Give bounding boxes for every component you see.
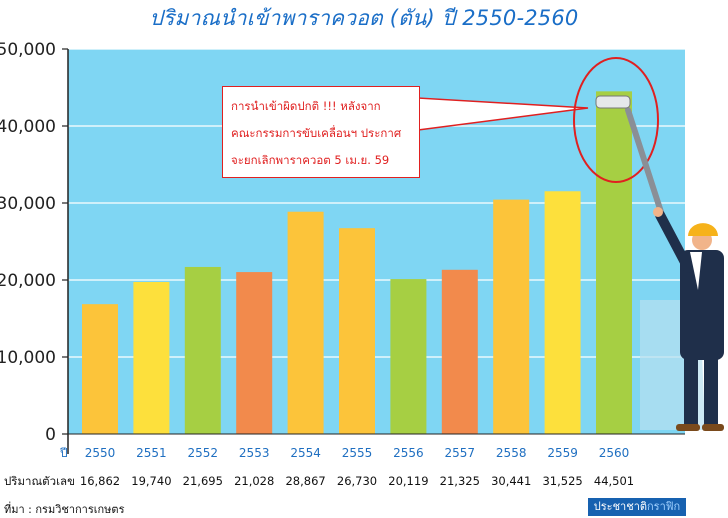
bar xyxy=(493,199,530,434)
y-tick-label: 30,000 xyxy=(0,194,56,214)
x-tick-label: 2560 xyxy=(599,446,630,460)
logo-bold: ประชาชาติ xyxy=(593,500,648,513)
y-tick-label: 40,000 xyxy=(0,117,56,137)
value-label: 19,740 xyxy=(131,474,171,488)
bar xyxy=(441,269,478,434)
painter-arm xyxy=(655,210,693,273)
x-axis: 2550 2551 2552 2553 2554 2555 2556 2557 2558 2559… xyxy=(59,446,629,460)
chart-title: ปริมาณนำเข้าพาราควอต (ตัน) ปี 2550-2560 xyxy=(149,6,579,30)
annotation-line: คณะกรรมการขับเคลื่อนฯ ประกาศ xyxy=(231,126,402,140)
paint-roller-icon xyxy=(595,95,631,109)
bar xyxy=(596,91,632,435)
bar xyxy=(236,272,273,434)
x-tick-label: 2550 xyxy=(85,446,116,460)
value-label: 28,867 xyxy=(285,474,325,488)
logo-thin: กราฟิก xyxy=(647,500,681,513)
gridlines xyxy=(68,48,685,358)
bar xyxy=(339,228,375,434)
x-tick-label: 2556 xyxy=(393,446,424,460)
painter-shoe xyxy=(676,424,700,431)
bar xyxy=(544,191,581,434)
annotation-line: การนำเข้าผิดปกติ !!! หลังจาก xyxy=(231,99,381,113)
y-axis: 0 10,000 20,000 30,000 40,000 50,000 xyxy=(0,40,685,454)
value-label: 21,028 xyxy=(234,474,274,488)
y-tick-label: 50,000 xyxy=(0,40,56,60)
y-tick-label: 10,000 xyxy=(0,348,56,368)
painter-leg xyxy=(704,358,718,426)
value-label: 44,501 xyxy=(594,474,634,488)
bar xyxy=(133,282,170,434)
painter-body xyxy=(680,250,724,360)
bar xyxy=(82,304,118,434)
y-tick-label: 20,000 xyxy=(0,271,56,291)
value-label: 20,119 xyxy=(388,474,428,488)
value-label: 31,525 xyxy=(542,474,582,488)
x-tick-label: 2552 xyxy=(188,446,219,460)
value-row-label: ปริมาณตัวเลข xyxy=(4,474,75,488)
value-label: 26,730 xyxy=(337,474,377,488)
bar xyxy=(184,266,221,434)
value-label: 30,441 xyxy=(491,474,531,488)
x-tick-label: 2558 xyxy=(496,446,527,460)
painter-collar xyxy=(690,252,702,290)
x-tick-label: 2553 xyxy=(239,446,270,460)
x-tick-label: 2555 xyxy=(342,446,373,460)
x-tick-label: 2559 xyxy=(547,446,578,460)
roller-handle xyxy=(625,107,665,218)
x-tick-label: 2557 xyxy=(445,446,476,460)
y-tick-label: 0 xyxy=(45,425,56,445)
x-tick-label: 2551 xyxy=(136,446,167,460)
value-row: 16,862 19,740 21,695 21,028 28,867 26,730 20,1… xyxy=(4,474,634,488)
x-tick-label: 2554 xyxy=(290,446,321,460)
x-axis-label: ปี xyxy=(59,446,67,460)
value-label: 21,325 xyxy=(440,474,480,488)
annotation-box: การนำเข้าผิดปกติ !!! หลังจาก คณะกรรมการข… xyxy=(222,86,420,178)
bar xyxy=(287,211,324,434)
hard-hat-icon xyxy=(688,223,718,236)
painter-leg xyxy=(684,358,698,426)
decorations xyxy=(417,57,724,431)
bars xyxy=(82,91,632,435)
value-label: 21,695 xyxy=(183,474,223,488)
bar xyxy=(390,279,427,434)
highlight-ellipse xyxy=(573,57,659,183)
annotation-line: จะยกเลิกพาราควอต 5 เม.ย. 59 xyxy=(231,153,390,167)
publisher-logo: ประชาชาติกราฟิก xyxy=(588,498,686,516)
painter-hand xyxy=(653,207,663,217)
source-note: ที่มา : กรมวิชาการเกษตร xyxy=(4,503,125,516)
painter-shoe xyxy=(702,424,724,431)
value-label: 16,862 xyxy=(80,474,120,488)
